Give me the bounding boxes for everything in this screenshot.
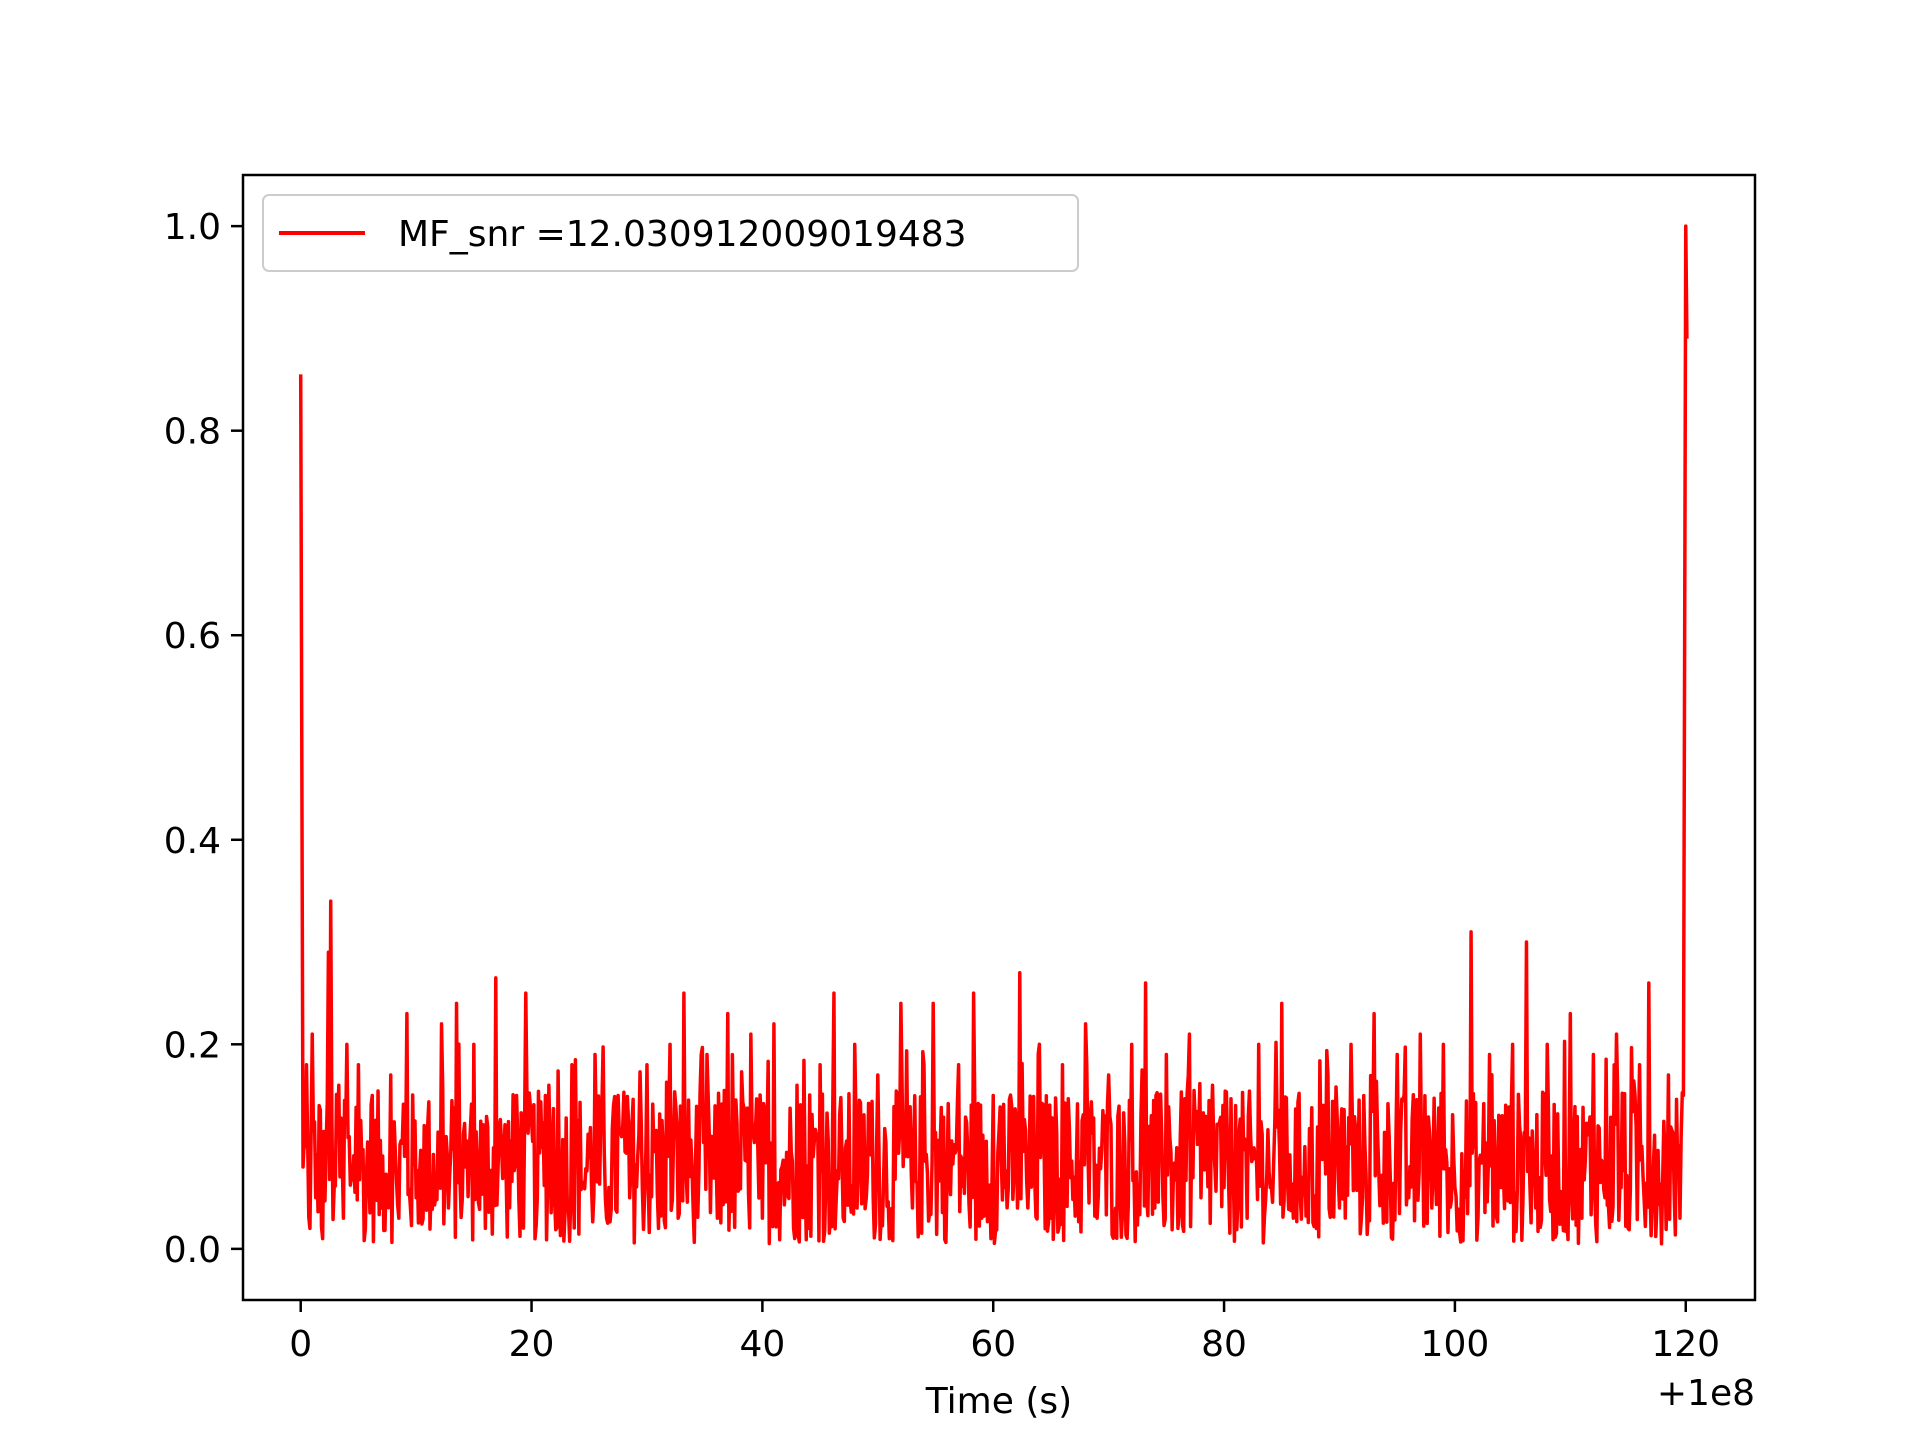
x-tick-label: 0 xyxy=(289,1324,312,1365)
x-axis-ticks: 0 20 40 60 80 100 120 xyxy=(289,1300,1720,1365)
legend: MF_snr =12.030912009019483 xyxy=(262,194,1079,272)
x-tick-label: 40 xyxy=(739,1324,785,1365)
legend-box xyxy=(262,194,1079,272)
x-tick-label: 100 xyxy=(1421,1324,1490,1365)
x-tick-label: 120 xyxy=(1651,1324,1720,1365)
series-line xyxy=(298,224,1689,1246)
x-tick-label: 60 xyxy=(970,1324,1016,1365)
y-tick-label: 0.6 xyxy=(164,616,221,657)
x-axis-label: Time (s) xyxy=(925,1381,1072,1422)
y-tick-label: 1.0 xyxy=(164,207,221,248)
legend-entry-label: MF_snr =12.030912009019483 xyxy=(398,214,967,255)
x-tick-label: 20 xyxy=(509,1324,555,1365)
x-tick-label: 80 xyxy=(1201,1324,1247,1365)
series-layer xyxy=(298,224,1689,1246)
x-axis-offset-label: +1e8 xyxy=(1657,1373,1755,1414)
axes-frame xyxy=(241,173,1757,1302)
y-tick-label: 0.8 xyxy=(164,412,221,453)
y-tick-label: 0.2 xyxy=(164,1025,221,1066)
y-axis-ticks: 0.0 0.2 0.4 0.6 0.8 1.0 xyxy=(164,207,243,1271)
y-tick-label: 0.0 xyxy=(164,1230,221,1271)
y-tick-label: 0.4 xyxy=(164,821,221,862)
